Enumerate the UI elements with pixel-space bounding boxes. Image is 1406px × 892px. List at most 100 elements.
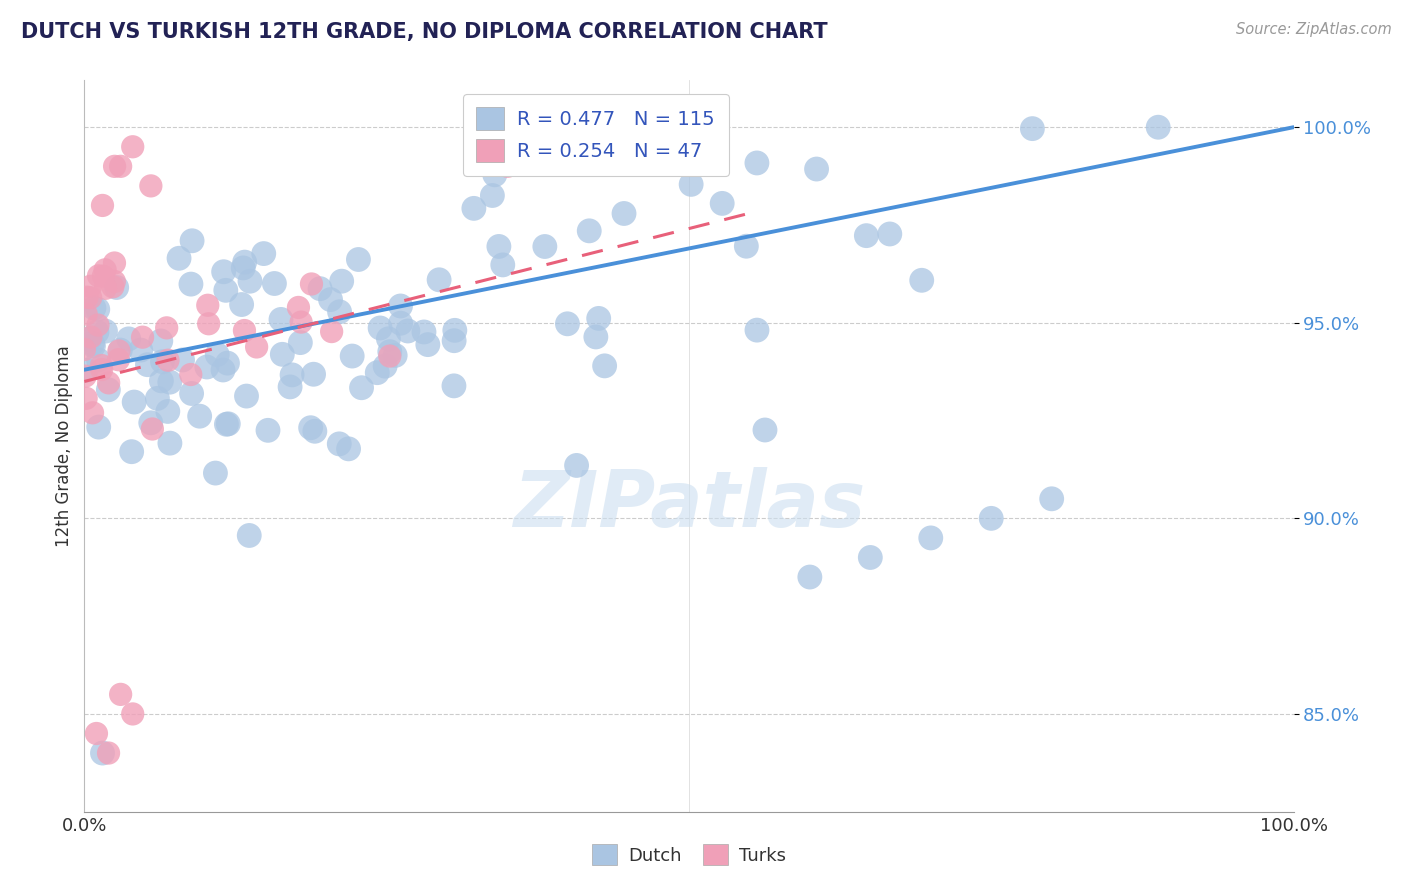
Point bbox=[745, 156, 768, 170]
Point bbox=[378, 349, 401, 363]
Point bbox=[368, 321, 391, 335]
Point bbox=[389, 299, 412, 313]
Point bbox=[1021, 121, 1043, 136]
Point bbox=[557, 317, 579, 331]
Point bbox=[304, 424, 326, 438]
Point bbox=[180, 277, 202, 292]
Point bbox=[75, 392, 97, 406]
Point bbox=[188, 409, 211, 424]
Point bbox=[129, 343, 152, 357]
Point bbox=[136, 358, 159, 372]
Point bbox=[87, 420, 110, 434]
Point bbox=[197, 317, 219, 331]
Point bbox=[150, 374, 173, 388]
Point bbox=[233, 324, 256, 338]
Point bbox=[290, 315, 312, 329]
Point bbox=[319, 293, 342, 307]
Point bbox=[301, 277, 323, 291]
Point bbox=[105, 280, 128, 294]
Point bbox=[121, 706, 143, 721]
Point bbox=[118, 332, 141, 346]
Point bbox=[321, 325, 343, 339]
Point bbox=[103, 275, 125, 289]
Point bbox=[90, 359, 112, 373]
Point bbox=[197, 298, 219, 312]
Point bbox=[681, 178, 703, 192]
Point bbox=[75, 307, 97, 321]
Point bbox=[195, 359, 218, 374]
Point bbox=[149, 334, 172, 348]
Point bbox=[86, 726, 108, 740]
Point bbox=[350, 381, 373, 395]
Point bbox=[377, 332, 399, 346]
Point bbox=[1147, 120, 1170, 135]
Y-axis label: 12th Grade, No Diploma: 12th Grade, No Diploma bbox=[55, 345, 73, 547]
Point bbox=[585, 330, 607, 344]
Point bbox=[389, 316, 412, 330]
Point bbox=[920, 531, 942, 545]
Point bbox=[299, 421, 322, 435]
Point bbox=[80, 330, 103, 344]
Point bbox=[692, 120, 714, 135]
Point bbox=[75, 369, 97, 384]
Point bbox=[217, 417, 239, 431]
Point bbox=[911, 273, 934, 287]
Point bbox=[94, 281, 117, 295]
Point bbox=[87, 302, 110, 317]
Text: Source: ZipAtlas.com: Source: ZipAtlas.com bbox=[1236, 22, 1392, 37]
Point bbox=[93, 269, 115, 284]
Point bbox=[257, 423, 280, 437]
Point bbox=[374, 359, 396, 373]
Point bbox=[239, 274, 262, 288]
Point bbox=[139, 178, 162, 193]
Point bbox=[156, 404, 179, 418]
Point bbox=[534, 239, 557, 253]
Point bbox=[711, 196, 734, 211]
Point bbox=[180, 386, 202, 401]
Point bbox=[263, 277, 285, 291]
Point bbox=[443, 379, 465, 393]
Point bbox=[121, 444, 143, 458]
Point bbox=[152, 355, 174, 369]
Point bbox=[122, 395, 145, 409]
Point bbox=[141, 422, 163, 436]
Point bbox=[396, 324, 419, 338]
Point bbox=[159, 375, 181, 389]
Point bbox=[281, 368, 304, 382]
Point bbox=[427, 273, 450, 287]
Point bbox=[233, 255, 256, 269]
Point bbox=[82, 339, 104, 353]
Point bbox=[94, 262, 117, 277]
Point bbox=[181, 234, 204, 248]
Point bbox=[484, 168, 506, 182]
Point bbox=[745, 323, 768, 337]
Point bbox=[83, 301, 105, 315]
Point bbox=[82, 406, 104, 420]
Point bbox=[91, 198, 114, 212]
Point bbox=[79, 279, 101, 293]
Point bbox=[378, 344, 401, 359]
Point bbox=[246, 340, 269, 354]
Point bbox=[94, 324, 117, 338]
Point bbox=[664, 120, 686, 135]
Point bbox=[215, 283, 238, 297]
Point bbox=[347, 252, 370, 267]
Point bbox=[443, 334, 465, 348]
Point bbox=[735, 239, 758, 253]
Point bbox=[443, 323, 465, 337]
Point bbox=[97, 376, 120, 390]
Point bbox=[287, 301, 309, 315]
Point bbox=[613, 206, 636, 220]
Point bbox=[416, 337, 439, 351]
Point bbox=[270, 312, 292, 326]
Point bbox=[212, 265, 235, 279]
Point bbox=[110, 159, 132, 173]
Point bbox=[337, 442, 360, 456]
Point bbox=[855, 228, 877, 243]
Point bbox=[290, 335, 312, 350]
Point bbox=[131, 330, 153, 344]
Point bbox=[366, 366, 388, 380]
Point bbox=[139, 416, 162, 430]
Point bbox=[879, 227, 901, 241]
Point bbox=[97, 746, 120, 760]
